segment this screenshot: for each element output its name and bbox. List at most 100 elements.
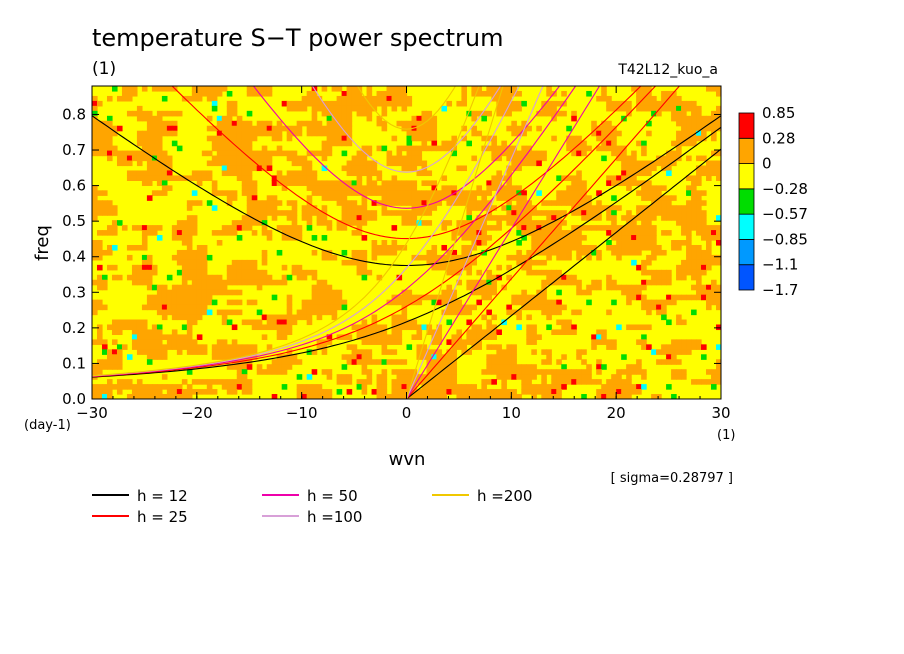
field-cell	[321, 304, 328, 311]
field-cell	[501, 185, 507, 191]
field-cell	[431, 135, 438, 142]
field-cell	[476, 389, 482, 395]
field-cell	[326, 294, 333, 301]
field-cell	[241, 145, 248, 152]
field-cell	[466, 215, 472, 221]
field-cell	[226, 160, 233, 167]
field-cell	[356, 105, 363, 112]
field-cell	[361, 339, 368, 345]
field-cell	[466, 235, 472, 241]
field-cell	[711, 160, 717, 167]
field-cell	[206, 160, 213, 167]
field-cell	[611, 299, 617, 306]
field-cell	[646, 90, 652, 97]
field-cell	[326, 185, 333, 191]
field-cell	[626, 100, 632, 107]
field-cell	[191, 225, 198, 231]
field-cell	[671, 299, 677, 306]
field-cell	[606, 215, 612, 221]
field-cell	[646, 235, 652, 241]
field-cell	[551, 384, 557, 390]
field-cell	[501, 369, 507, 375]
field-cell	[671, 115, 677, 122]
field-cell	[646, 225, 652, 231]
field-cell	[311, 384, 318, 390]
field-cell	[291, 170, 298, 177]
field-cell	[576, 284, 582, 291]
field-cell	[696, 274, 702, 281]
field-cell	[161, 289, 168, 296]
field-cell	[96, 254, 103, 261]
field-cell	[636, 165, 642, 172]
field-cell	[116, 364, 123, 370]
field-cell	[486, 284, 492, 291]
field-cell	[471, 324, 477, 331]
field-cell	[211, 155, 218, 162]
field-cell	[586, 369, 592, 375]
field-cell	[631, 244, 637, 251]
field-cell	[556, 374, 562, 380]
field-cell	[526, 215, 532, 221]
field-cell	[356, 185, 363, 191]
field-cell	[576, 210, 582, 216]
field-cell	[176, 344, 183, 350]
field-cell	[281, 125, 288, 132]
field-cell	[661, 195, 667, 201]
field-cell	[246, 299, 253, 306]
field-cell	[96, 324, 103, 331]
field-cell	[96, 394, 103, 399]
field-cell	[386, 150, 393, 157]
field-cell	[131, 394, 138, 399]
field-cell	[576, 240, 582, 246]
field-cell	[561, 190, 567, 196]
field-cell	[556, 215, 562, 221]
field-cell	[696, 230, 702, 236]
field-cell	[371, 170, 378, 177]
field-cell	[621, 249, 627, 256]
field-cell	[651, 304, 657, 311]
field-cell	[696, 249, 702, 256]
field-cell	[236, 125, 243, 132]
field-cell	[716, 369, 721, 375]
field-cell	[601, 90, 607, 97]
field-cell	[291, 155, 298, 162]
field-cell	[571, 309, 577, 316]
field-cell	[526, 294, 532, 301]
field-cell	[411, 130, 418, 137]
field-cell	[391, 86, 398, 92]
field-cell	[606, 230, 612, 236]
field-cell	[376, 145, 383, 152]
field-cell	[401, 90, 408, 97]
field-cell	[371, 319, 378, 326]
field-cell	[346, 210, 353, 216]
field-cell	[296, 120, 303, 127]
field-cell	[306, 165, 313, 172]
field-cell	[561, 244, 567, 251]
field-cell	[156, 324, 163, 331]
field-cell	[361, 359, 368, 365]
field-cell	[626, 230, 632, 236]
field-cell	[351, 210, 358, 216]
field-cell	[656, 160, 662, 167]
field-cell	[696, 254, 702, 261]
field-cell	[316, 394, 323, 399]
field-cell	[366, 349, 373, 355]
field-cell	[446, 269, 453, 276]
field-cell	[611, 225, 617, 231]
field-cell	[251, 269, 258, 276]
field-cell	[171, 384, 178, 390]
field-cell	[446, 289, 453, 296]
field-cell	[356, 110, 363, 117]
field-cell	[126, 175, 133, 181]
field-cell	[486, 190, 492, 196]
field-cell	[416, 130, 423, 137]
field-cell	[441, 369, 448, 375]
field-cell	[531, 244, 537, 251]
field-cell	[381, 394, 388, 399]
field-cell	[466, 225, 472, 231]
field-cell	[326, 254, 333, 261]
field-cell	[466, 200, 472, 206]
field-cell	[281, 314, 288, 321]
field-cell	[206, 309, 213, 316]
field-cell	[101, 135, 108, 142]
